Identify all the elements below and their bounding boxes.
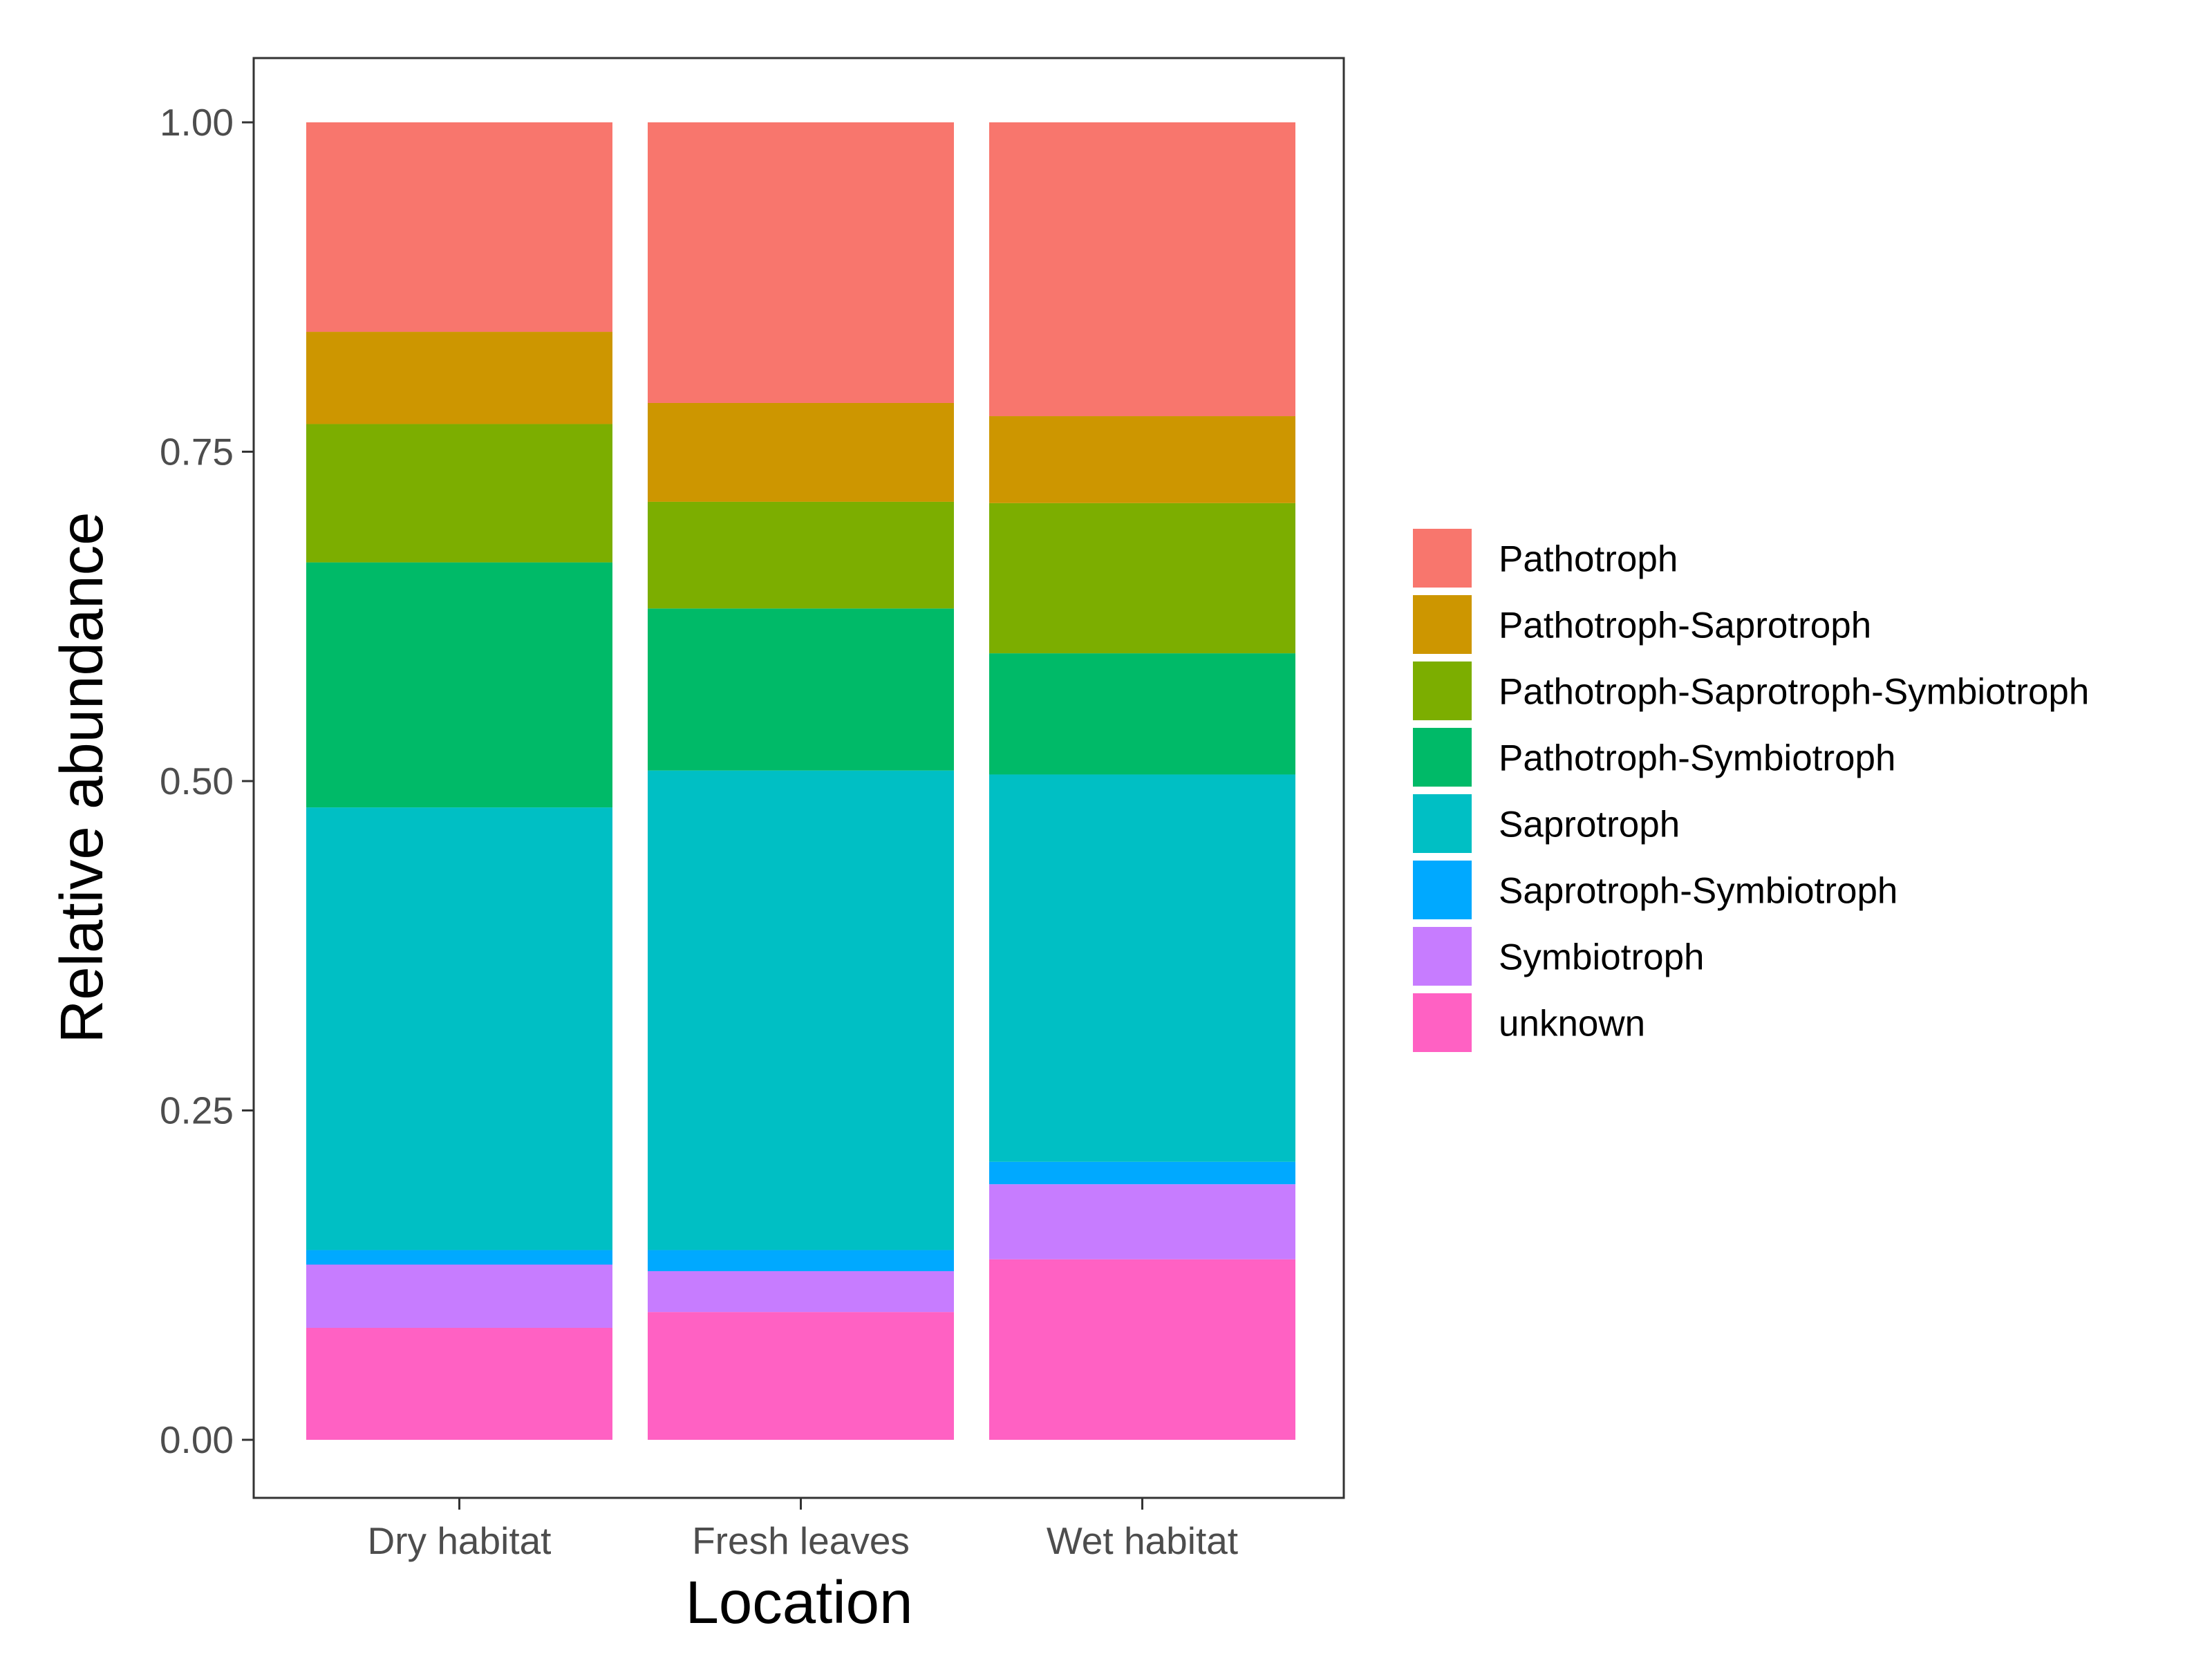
legend-key bbox=[1413, 927, 1472, 986]
y-tick-label: 0.25 bbox=[160, 1089, 234, 1132]
bar-segment bbox=[306, 122, 612, 332]
bar-segment bbox=[306, 1250, 612, 1265]
bar-segment bbox=[989, 653, 1295, 775]
legend-label: Saprotroph bbox=[1499, 805, 1680, 845]
bar-segment bbox=[306, 562, 612, 808]
bars-layer bbox=[306, 122, 1295, 1440]
bar-segment bbox=[648, 770, 954, 1250]
y-tick-label: 0.50 bbox=[160, 760, 234, 803]
bar-segment bbox=[648, 1312, 954, 1440]
bar-segment bbox=[989, 122, 1295, 417]
y-axis: 0.00 0.25 0.50 0.75 1.00 bbox=[160, 101, 254, 1461]
legend: Pathotroph Pathotroph-Saprotroph Pathotrop… bbox=[1388, 482, 2195, 1076]
legend-label: Symbiotroph bbox=[1499, 937, 1705, 978]
bar-segment bbox=[989, 774, 1295, 1162]
bar-segment bbox=[989, 1259, 1295, 1440]
legend-label: Pathotroph bbox=[1499, 539, 1678, 580]
bar-segment bbox=[306, 332, 612, 424]
legend-key bbox=[1413, 861, 1472, 919]
legend-key bbox=[1413, 728, 1472, 787]
bar-segment bbox=[648, 1271, 954, 1313]
legend-background bbox=[1388, 482, 2195, 1076]
y-tick-label: 0.75 bbox=[160, 431, 234, 473]
bar-segment bbox=[306, 424, 612, 563]
x-tick-label: Wet habitat bbox=[1047, 1519, 1238, 1562]
bar-segment bbox=[306, 807, 612, 1250]
bar-segment bbox=[989, 1161, 1295, 1185]
bar-segment bbox=[306, 1327, 612, 1440]
legend-label: Pathotroph-Saprotroph bbox=[1499, 606, 1871, 646]
y-tick-label: 1.00 bbox=[160, 101, 234, 144]
x-axis-title: Location bbox=[686, 1569, 913, 1636]
bar-segment bbox=[989, 1184, 1295, 1259]
legend-label: Pathotroph-Symbiotroph bbox=[1499, 738, 1896, 779]
legend-key bbox=[1413, 529, 1472, 588]
legend-key bbox=[1413, 661, 1472, 720]
legend-label: Saprotroph-Symbiotroph bbox=[1499, 871, 1897, 912]
y-axis-title: Relative abundance bbox=[48, 512, 115, 1043]
bar-segment bbox=[648, 501, 954, 609]
bar-segment bbox=[989, 416, 1295, 503]
legend-label: Pathotroph-Saprotroph-Symbiotroph bbox=[1499, 672, 2089, 713]
x-tick-label: Fresh leaves bbox=[692, 1519, 910, 1562]
bar-segment bbox=[989, 503, 1295, 654]
x-axis: Dry habitat Fresh leaves Wet habitat bbox=[368, 1498, 1238, 1562]
y-tick-label: 0.00 bbox=[160, 1418, 234, 1461]
bar-segment bbox=[648, 1250, 954, 1272]
bar-segment bbox=[648, 402, 954, 502]
legend-key bbox=[1413, 595, 1472, 654]
bar-segment bbox=[648, 608, 954, 771]
legend-key bbox=[1413, 794, 1472, 853]
legend-label: unknown bbox=[1499, 1004, 1645, 1044]
legend-key bbox=[1413, 993, 1472, 1052]
bar-segment bbox=[648, 122, 954, 403]
x-tick-label: Dry habitat bbox=[368, 1519, 552, 1562]
bar-segment bbox=[306, 1264, 612, 1328]
